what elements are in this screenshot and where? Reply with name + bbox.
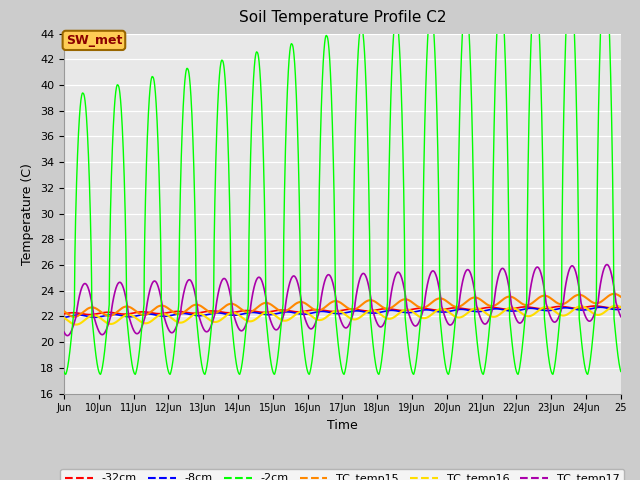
- Text: SW_met: SW_met: [66, 34, 122, 47]
- Legend: -32cm, -8cm, -2cm, TC_temp15, TC_temp16, TC_temp17: -32cm, -8cm, -2cm, TC_temp15, TC_temp16,…: [61, 469, 624, 480]
- Y-axis label: Temperature (C): Temperature (C): [22, 163, 35, 264]
- Title: Soil Temperature Profile C2: Soil Temperature Profile C2: [239, 11, 446, 25]
- X-axis label: Time: Time: [327, 419, 358, 432]
